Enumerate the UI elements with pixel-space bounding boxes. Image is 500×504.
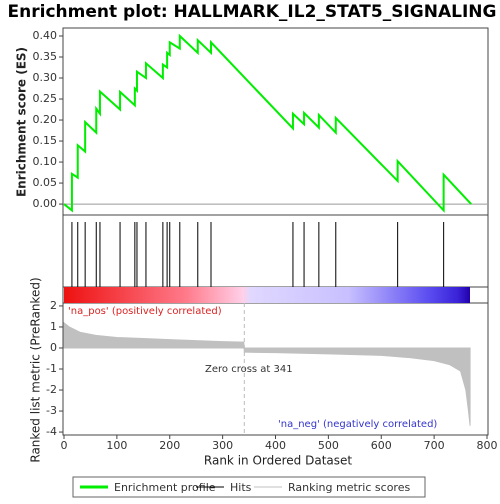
legend: [72, 476, 426, 498]
x-tick-label: 400: [265, 439, 286, 452]
es-line: [63, 33, 472, 213]
x-tick-label: 100: [106, 439, 127, 452]
metric-area: [63, 321, 471, 426]
y-tick-label: 1: [50, 320, 57, 333]
x-axis-label: Rank in Ordered Dataset: [204, 454, 352, 468]
chart-title: Enrichment plot: HALLMARK_IL2_STAT5_SIGN…: [8, 2, 497, 22]
neg-label: 'na_neg' (negatively correlated): [278, 419, 437, 430]
y-tick-label: 0: [50, 341, 57, 354]
legend-label: Hits: [230, 481, 252, 494]
zero-cross-label: Zero cross at 341: [205, 364, 293, 375]
y-tick-label: -1: [46, 362, 57, 375]
y-tick-label: 0.10: [33, 155, 58, 168]
y-tick-label: 0.05: [33, 176, 58, 189]
x-tick-label: 300: [212, 439, 233, 452]
x-tick-label: 600: [371, 439, 392, 452]
y-tick-label: 2: [50, 299, 57, 312]
x-tick-label: 0: [61, 439, 68, 452]
legend-label: Enrichment profile: [114, 481, 216, 494]
y-tick-label: -2: [46, 383, 57, 396]
x-tick-label: 200: [159, 439, 180, 452]
x-tick-label: 500: [318, 439, 339, 452]
y-axis-label: Ranked list metric (PreRanked): [29, 277, 43, 462]
y-tick-label: 0.20: [33, 113, 58, 126]
y-tick-label: -4: [46, 425, 57, 438]
pos-label: 'na_pos' (positively correlated): [68, 306, 222, 317]
y-tick-label: 0.15: [33, 134, 58, 147]
y-tick-label: 0.00: [33, 197, 58, 210]
color-bar: [64, 287, 470, 303]
y-tick-label: 0.25: [33, 92, 58, 105]
y-tick-label: 0.35: [33, 50, 58, 63]
y-tick-label: 0.30: [33, 71, 58, 84]
y-tick-label: -3: [46, 404, 57, 417]
legend-label: Ranking metric scores: [288, 481, 410, 494]
y-axis-label: Enrichment score (ES): [15, 47, 29, 197]
y-tick-label: 0.40: [33, 29, 58, 42]
x-tick-label: 700: [424, 439, 445, 452]
x-tick-label: 800: [477, 439, 498, 452]
